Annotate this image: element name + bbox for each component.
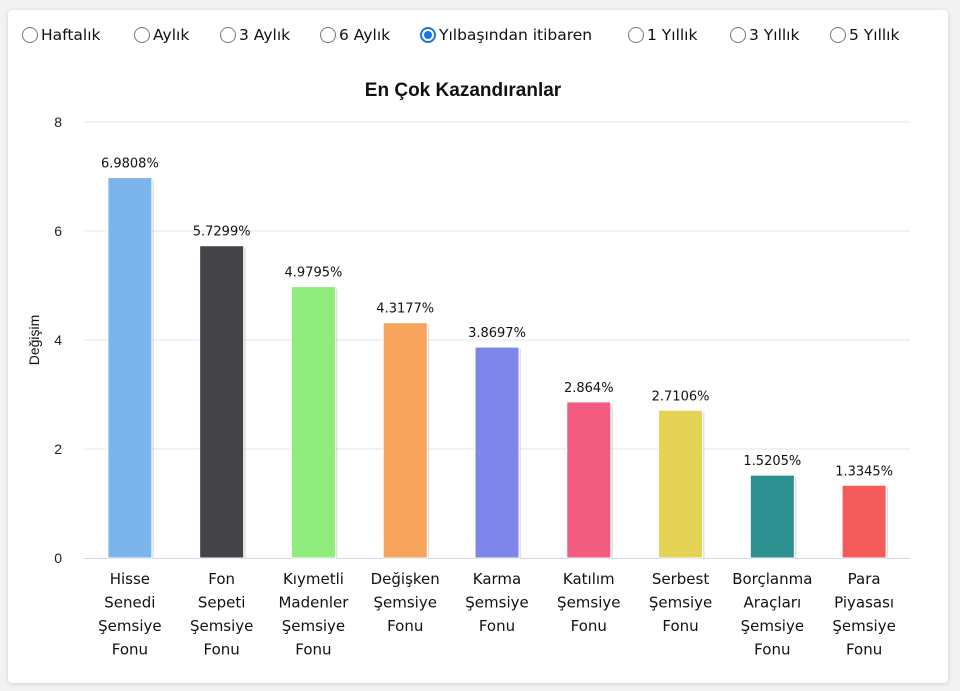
radio-circle[interactable] bbox=[134, 27, 150, 43]
radio-5-yıllık[interactable]: 5 Yıllık bbox=[830, 26, 899, 44]
data-label: 4.9795% bbox=[285, 266, 343, 281]
data-label: 4.3177% bbox=[376, 302, 434, 317]
radio-circle[interactable] bbox=[220, 27, 236, 43]
radio-circle[interactable] bbox=[320, 27, 336, 43]
radio-haftalık[interactable]: Haftalık bbox=[22, 26, 101, 44]
x-tick-label: Serbest Şemsiye Fonu bbox=[649, 570, 712, 635]
radio-3-aylık[interactable]: 3 Aylık bbox=[220, 26, 290, 44]
bar bbox=[658, 409, 704, 559]
radio-circle[interactable] bbox=[420, 27, 436, 43]
radio-aylık[interactable]: Aylık bbox=[134, 26, 189, 44]
bar bbox=[382, 322, 428, 559]
radio-label: 1 Yıllık bbox=[647, 26, 698, 44]
radio-label: 3 Aylık bbox=[239, 26, 291, 44]
data-label: 1.3345% bbox=[835, 464, 893, 479]
x-tick-label: Katılım Şemsiye Fonu bbox=[557, 570, 620, 635]
x-tick-label: Borçlanma Araçları Şemsiye Fonu bbox=[732, 570, 812, 659]
bar bbox=[749, 474, 795, 559]
radio-label: Yılbaşından itibaren bbox=[439, 26, 593, 44]
x-tick-label: Değişken Şemsiye Fonu bbox=[371, 570, 440, 635]
chart-title: En Çok Kazandıranlar bbox=[365, 80, 562, 101]
x-tick-label: Fon Sepeti Şemsiye Fonu bbox=[190, 570, 253, 659]
bar bbox=[474, 346, 520, 559]
bar bbox=[107, 177, 153, 559]
radio-circle[interactable] bbox=[22, 27, 38, 43]
y-axis-label: Değişim bbox=[26, 315, 42, 366]
y-tick-label: 0 bbox=[54, 550, 62, 566]
y-tick-label: 8 bbox=[54, 114, 62, 130]
x-tick-label: Karma Şemsiye Fonu bbox=[465, 570, 528, 635]
data-label: 3.8697% bbox=[468, 326, 526, 341]
data-label: 2.7106% bbox=[652, 389, 710, 404]
radio-6-aylık[interactable]: 6 Aylık bbox=[320, 26, 390, 44]
radio-circle[interactable] bbox=[830, 27, 846, 43]
radio-circle[interactable] bbox=[730, 27, 746, 43]
radio-circle[interactable] bbox=[628, 27, 644, 43]
radio-label: Haftalık bbox=[41, 26, 101, 44]
radio-label: Aylık bbox=[153, 26, 190, 44]
y-tick-label: 4 bbox=[54, 332, 62, 348]
y-tick-label: 6 bbox=[54, 223, 62, 239]
data-label: 1.5205% bbox=[743, 454, 801, 469]
bar bbox=[566, 401, 612, 559]
data-label: 5.7299% bbox=[193, 225, 251, 240]
data-label: 2.864% bbox=[564, 381, 614, 396]
radio-label: 5 Yıllık bbox=[849, 26, 900, 44]
bar bbox=[199, 245, 245, 559]
bar bbox=[841, 484, 887, 559]
radio-label: 3 Yıllık bbox=[749, 26, 800, 44]
y-tick-label: 2 bbox=[54, 441, 62, 457]
x-tick-label: Para Piyasası Şemsiye Fonu bbox=[832, 570, 895, 659]
radio-yılbaşından-itibaren[interactable]: Yılbaşından itibaren bbox=[420, 26, 592, 44]
radio-3-yıllık[interactable]: 3 Yıllık bbox=[730, 26, 799, 44]
data-label: 6.9808% bbox=[101, 157, 159, 172]
x-tick-label: Hisse Senedi Şemsiye Fonu bbox=[98, 570, 161, 659]
radio-label: 6 Aylık bbox=[339, 26, 391, 44]
x-tick-label: Kıymetli Madenler Şemsiye Fonu bbox=[278, 570, 349, 659]
bar bbox=[290, 286, 336, 559]
radio-1-yıllık[interactable]: 1 Yıllık bbox=[628, 26, 697, 44]
